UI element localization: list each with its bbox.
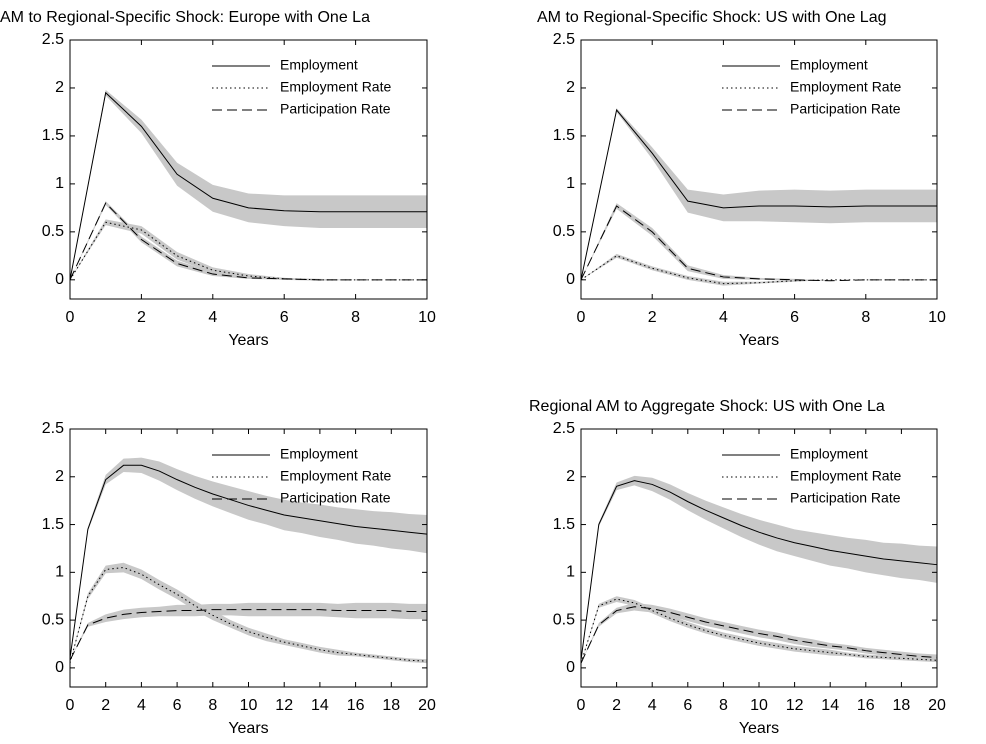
x-tick-label: 14 (311, 697, 329, 714)
y-tick-label: 2 (55, 79, 64, 96)
y-tick-label: 2.5 (42, 31, 64, 48)
series-line (580, 255, 937, 285)
y-tick-label: 2 (566, 468, 575, 485)
legend-label: Employment (280, 446, 358, 462)
legend-label: Employment Rate (790, 468, 901, 484)
x-tick-label: 4 (719, 309, 728, 326)
series-line (580, 205, 937, 282)
x-tick-label: 8 (208, 697, 217, 714)
x-tick-label: 8 (861, 309, 870, 326)
x-tick-label: 10 (240, 697, 258, 714)
series-line (580, 480, 938, 661)
y-tick-label: 1.5 (553, 516, 575, 533)
confidence-band (70, 201, 427, 280)
legend-label: Employment Rate (790, 79, 901, 95)
legend-label: Participation Rate (280, 490, 391, 506)
confidence-band (581, 475, 937, 661)
x-tick-label: 2 (612, 697, 621, 714)
y-tick-label: 1.5 (42, 127, 64, 144)
y-tick-label: 1.5 (553, 127, 575, 144)
legend-label: Employment (280, 57, 358, 73)
plot-frame (69, 39, 428, 300)
x-tick-label: 10 (750, 697, 768, 714)
x-tick-label: 12 (275, 697, 293, 714)
x-tick-label: 4 (648, 697, 657, 714)
y-tick-label: 0.5 (42, 611, 64, 628)
x-tick-label: 6 (683, 697, 692, 714)
series-line (580, 606, 938, 664)
confidence-band (70, 602, 427, 661)
x-axis-label: Years (739, 332, 779, 349)
x-tick-label: 10 (418, 309, 436, 326)
plot-frame (580, 39, 938, 300)
legend-label: Employment (790, 57, 868, 73)
x-tick-label: 2 (648, 309, 657, 326)
x-tick-label: 12 (786, 697, 804, 714)
legend-label: Employment Rate (280, 468, 391, 484)
x-tick-label: 10 (928, 309, 946, 326)
x-tick-label: 2 (101, 697, 110, 714)
x-tick-label: 0 (577, 309, 586, 326)
x-tick-label: 16 (347, 697, 365, 714)
x-tick-label: 16 (857, 697, 875, 714)
y-tick-label: 0.5 (553, 223, 575, 240)
y-tick-label: 0 (566, 659, 575, 676)
y-tick-label: 1.5 (42, 516, 64, 533)
y-tick-label: 1 (566, 175, 575, 192)
series-line (580, 108, 937, 280)
legend-label: Participation Rate (280, 101, 391, 117)
series-line (69, 91, 427, 280)
series-line (69, 464, 428, 659)
legend-label: Participation Rate (790, 490, 901, 506)
x-axis-label: Years (228, 720, 268, 737)
x-tick-label: 8 (719, 697, 728, 714)
x-tick-label: 14 (821, 697, 839, 714)
chart-title: Regional AM to Aggregate Shock: US with … (529, 398, 885, 415)
confidence-band (70, 562, 427, 664)
y-tick-label: 1 (566, 564, 575, 581)
x-axis-label: Years (739, 720, 779, 737)
y-tick-label: 2.5 (553, 420, 575, 437)
y-tick-label: 2 (566, 79, 575, 96)
confidence-band (581, 253, 937, 286)
y-tick-label: 2.5 (42, 420, 64, 437)
legend-label: Employment (790, 446, 868, 462)
x-tick-label: 4 (137, 697, 146, 714)
x-axis-label: Years (228, 332, 268, 349)
x-tick-label: 18 (893, 697, 911, 714)
x-tick-label: 20 (418, 697, 436, 714)
x-tick-label: 0 (66, 309, 75, 326)
y-tick-label: 2 (55, 468, 64, 485)
confidence-band (581, 108, 937, 280)
y-tick-label: 2.5 (553, 31, 575, 48)
legend-label: Participation Rate (790, 101, 901, 117)
y-tick-label: 0 (566, 271, 575, 288)
series-line (580, 598, 938, 664)
chart-title: AM to Regional-Specific Shock: Europe wi… (0, 9, 370, 26)
y-tick-label: 0.5 (42, 223, 64, 240)
confidence-band (70, 457, 427, 659)
x-tick-label: 20 (928, 697, 946, 714)
x-tick-label: 8 (351, 309, 360, 326)
x-tick-label: 6 (173, 697, 182, 714)
confidence-band (70, 219, 427, 281)
legend-label: Employment Rate (280, 79, 391, 95)
y-tick-label: 0 (55, 659, 64, 676)
x-tick-label: 4 (208, 309, 217, 326)
x-tick-label: 0 (577, 697, 586, 714)
x-tick-label: 2 (137, 309, 146, 326)
chart-title: AM to Regional-Specific Shock: US with O… (537, 9, 887, 26)
x-tick-label: 6 (280, 309, 289, 326)
x-tick-label: 18 (382, 697, 400, 714)
series-line (69, 609, 427, 661)
y-tick-label: 0 (55, 271, 64, 288)
y-tick-label: 1 (55, 175, 64, 192)
x-tick-label: 6 (790, 309, 799, 326)
y-tick-label: 0.5 (553, 611, 575, 628)
x-tick-label: 0 (66, 697, 75, 714)
y-tick-label: 1 (55, 564, 64, 581)
confidence-band (70, 89, 427, 280)
series-line (69, 221, 427, 281)
